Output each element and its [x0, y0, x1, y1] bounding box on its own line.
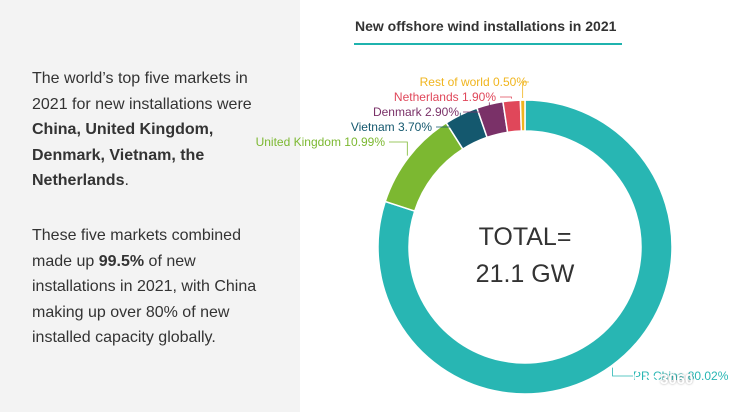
label-denmark: Denmark 2.90%	[373, 105, 459, 119]
slice-pr-china	[377, 99, 673, 395]
slice-rest-of-world	[519, 99, 526, 132]
center-total-value: 21.1 GW	[476, 260, 575, 288]
label-rest-of-world: Rest of world 0.50%	[420, 75, 528, 89]
slice-united-kingdom	[384, 121, 464, 213]
share-text-a: These five markets combined made up	[32, 227, 241, 270]
wechat-icon	[634, 368, 660, 389]
share-percent: 99.5%	[98, 252, 145, 270]
markets-list: China, United Kingdom, Denmark, Vietnam,…	[32, 121, 214, 189]
title-underline	[354, 43, 622, 45]
center-total-label: TOTAL=	[479, 223, 572, 251]
markets-text: The world’s top five markets in 2021 for…	[32, 70, 252, 113]
label-netherlands: Netherlands 1.90%	[394, 90, 496, 104]
leader-rest-of-world	[522, 81, 529, 99]
leader-united-kingdom	[389, 141, 408, 156]
leader-pr-china	[612, 367, 633, 377]
leader-netherlands	[500, 96, 512, 99]
label-vietnam: Vietnam 3.70%	[351, 120, 432, 134]
label-united-kingdom: United Kingdom 10.99%	[256, 135, 386, 149]
share-paragraph: These five markets combined made up 99.5…	[32, 223, 282, 351]
share-text-b: of new installations in 2021, with China…	[32, 252, 257, 347]
chart-title: New offshore wind installations in 2021	[355, 18, 617, 34]
text-panel: The world’s top five markets in 2021 for…	[0, 0, 300, 412]
leader-vietnam	[436, 112, 461, 128]
leader-denmark	[463, 102, 490, 113]
markets-paragraph: The world’s top five markets in 2021 for…	[32, 66, 282, 194]
watermark-text: 3060	[660, 371, 694, 388]
markets-text-end: .	[124, 172, 129, 189]
